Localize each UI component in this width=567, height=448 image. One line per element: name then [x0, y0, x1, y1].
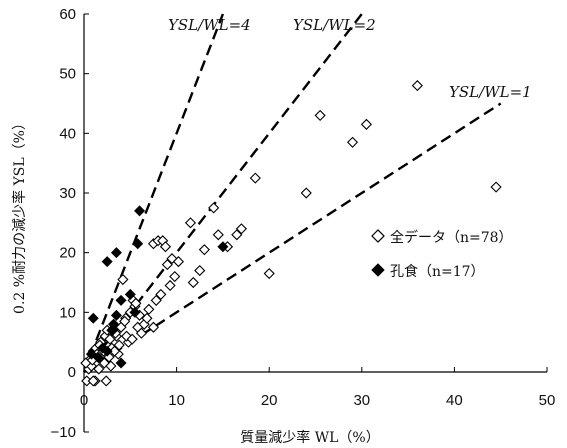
- all-data-point: [263, 267, 275, 280]
- y-tick-label: 30: [59, 185, 76, 202]
- all-data-point: [360, 118, 373, 130]
- all-data-point: [126, 333, 138, 345]
- pitting-point: [124, 288, 136, 300]
- all-data-point: [108, 345, 121, 357]
- all-data-point: [141, 312, 153, 324]
- all-data-point: [93, 363, 105, 375]
- pitting-point: [115, 294, 127, 306]
- pitting-point: [101, 345, 113, 357]
- all-data-point: [169, 270, 181, 283]
- all-data-point: [87, 375, 99, 387]
- all-data-point: [249, 172, 261, 184]
- all-data-point: [135, 327, 147, 339]
- all-data-point: [212, 229, 224, 241]
- all-data-point: [300, 187, 312, 199]
- ref-label-4: YSL/WL=4: [168, 16, 251, 34]
- pitting-point: [132, 238, 144, 250]
- all-data-point: [172, 256, 185, 268]
- pitting-point: [87, 312, 99, 324]
- pitting-point: [92, 351, 104, 363]
- legend-label-pitting: 孔食（n=17）: [390, 263, 485, 280]
- all-data-point: [104, 333, 116, 345]
- ref-label-2: YSL/WL=2: [293, 16, 376, 34]
- y-tick-label: −10: [51, 424, 76, 441]
- all-data-point: [159, 241, 172, 253]
- all-data-point: [235, 223, 247, 235]
- x-tick-label: 30: [353, 392, 370, 409]
- y-tick-label: 50: [59, 66, 76, 83]
- all-data-point: [117, 273, 129, 286]
- legend: 全データ（n=78） 孔食（n=17）: [371, 229, 513, 280]
- y-tick-label: 40: [59, 125, 76, 142]
- all-data-point: [184, 217, 197, 229]
- x-tick-label: 10: [168, 392, 185, 409]
- all-data-point: [100, 375, 112, 387]
- pitting-point: [101, 256, 113, 268]
- legend-open-diamond-icon: [371, 229, 385, 243]
- reference-line-slope-4: [82, 13, 225, 373]
- data-points: [80, 80, 502, 387]
- y-tick-label: 10: [59, 304, 76, 321]
- x-axis-label: 質量減少率 WL（%）: [240, 429, 379, 446]
- legend-filled-diamond-icon: [371, 263, 385, 277]
- x-tick-label: 0: [80, 392, 88, 409]
- all-data-point: [155, 288, 167, 301]
- all-data-point: [231, 229, 243, 241]
- all-data-point: [105, 360, 117, 372]
- x-tick-label: 50: [539, 392, 556, 409]
- x-tick-label: 20: [261, 392, 278, 409]
- reference-line-slope-1: [83, 102, 502, 374]
- all-data-point: [147, 321, 160, 333]
- all-data-point: [346, 136, 359, 148]
- all-data-point: [113, 339, 125, 351]
- all-data-point: [208, 202, 220, 214]
- pitting-point: [108, 318, 120, 330]
- all-data-point: [490, 181, 502, 193]
- all-data-point: [119, 315, 131, 327]
- all-data-point: [198, 244, 210, 256]
- x-tick-label: 40: [446, 392, 463, 409]
- pitting-point: [115, 357, 127, 369]
- all-data-point: [164, 279, 176, 292]
- ref-label-1: YSL/WL=1: [449, 83, 532, 101]
- all-data-point: [187, 276, 199, 289]
- y-tick-label: 60: [59, 6, 76, 23]
- all-data-point: [115, 321, 127, 333]
- y-tick-label: 0: [68, 364, 76, 381]
- pitting-point: [110, 309, 122, 321]
- all-data-point: [411, 80, 423, 92]
- pitting-point: [217, 241, 229, 253]
- all-data-point: [150, 294, 162, 306]
- pitting-point: [110, 247, 122, 259]
- pitting-point: [106, 324, 118, 336]
- all-data-point: [130, 297, 142, 309]
- all-data-point: [143, 303, 155, 315]
- legend-label-all-data: 全データ（n=78）: [390, 229, 513, 246]
- y-axis-label: 0.2 %耐力の減少率 YSL（%）: [11, 116, 28, 314]
- all-data-point: [314, 109, 326, 122]
- y-tick-label: 20: [59, 245, 76, 262]
- all-data-point: [161, 259, 173, 271]
- pitting-point: [134, 205, 146, 217]
- pitting-point: [129, 306, 141, 318]
- all-data-point: [194, 264, 206, 277]
